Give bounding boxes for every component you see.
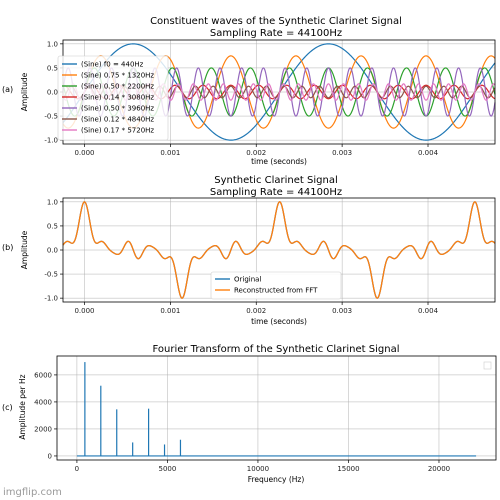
chart-b-series bbox=[62, 201, 496, 299]
chart-c-xlabel: Frequency (Hz) bbox=[248, 475, 305, 484]
chart-a-legend-label: (Sine) 0.12 * 4840Hz bbox=[81, 116, 154, 124]
chart-c-xtick-label: 10000 bbox=[247, 465, 269, 473]
chart-a-legend-label: (Sine) 0.50 * 3960Hz bbox=[81, 105, 154, 113]
chart-b-series-reconstructed bbox=[62, 201, 496, 299]
chart-b: Synthetic Clarinet Signal Sampling Rate … bbox=[2, 175, 496, 326]
chart-a-xtick-label: 0.003 bbox=[332, 149, 352, 157]
chart-b-yticks: 1.0 0.5 0.0 -0.5 -1.0 bbox=[44, 198, 63, 303]
chart-a-ylabel: Amplitude bbox=[20, 72, 29, 111]
chart-b-xticks: 0.000 0.001 0.002 0.003 0.004 bbox=[74, 302, 439, 315]
chart-b-legend-label: Reconstructed from FFT bbox=[234, 287, 318, 295]
chart-c-ytick-label: 4000 bbox=[34, 398, 52, 406]
chart-c-xtick-label: 5000 bbox=[159, 465, 177, 473]
chart-b-xtick-label: 0.002 bbox=[246, 307, 266, 315]
chart-a-xticks: 0.000 0.001 0.002 0.003 0.004 bbox=[74, 144, 439, 157]
chart-a-xlabel: time (seconds) bbox=[251, 157, 307, 166]
chart-c-grid bbox=[57, 356, 496, 460]
chart-b-ytick-label: -0.5 bbox=[44, 271, 58, 279]
chart-c-xticks: 0 5000 10000 15000 20000 bbox=[75, 460, 450, 473]
chart-a-xtick-label: 0.002 bbox=[246, 149, 266, 157]
chart-a-panel-label: (a) bbox=[2, 85, 13, 94]
chart-b-xtick-label: 0.001 bbox=[160, 307, 180, 315]
chart-b-title: Synthetic Clarinet Signal bbox=[214, 175, 337, 186]
chart-b-panel-label: (b) bbox=[2, 243, 13, 252]
chart-c-ylabel: Amplitude per Hz bbox=[18, 374, 27, 439]
chart-a-xtick-label: 0.001 bbox=[160, 149, 180, 157]
chart-c-ytick-label: 2000 bbox=[34, 425, 52, 433]
chart-a-ytick-label: 0.0 bbox=[47, 89, 58, 97]
chart-b-subtitle: Sampling Rate = 44100Hz bbox=[210, 187, 342, 198]
chart-a-legend-label: (Sine) 0.75 * 1320Hz bbox=[81, 72, 154, 80]
chart-b-xlabel: time (seconds) bbox=[251, 317, 307, 326]
chart-b-ytick-label: 0.5 bbox=[47, 222, 58, 230]
chart-b-legend-box bbox=[210, 271, 342, 300]
chart-a-legend-box bbox=[57, 55, 169, 141]
chart-a-ytick-label: -1.0 bbox=[44, 137, 58, 145]
chart-c-xtick-label: 0 bbox=[75, 465, 79, 473]
chart-c-frame bbox=[56, 355, 497, 461]
chart-b-ytick-label: 1.0 bbox=[47, 198, 58, 206]
chart-c-panel-label: (c) bbox=[2, 403, 13, 412]
chart-b-legend-label: Original bbox=[234, 276, 261, 284]
chart-a-title: Constituent waves of the Synthetic Clari… bbox=[150, 16, 402, 27]
chart-c-series bbox=[76, 362, 477, 457]
chart-a-ytick-label: 0.5 bbox=[47, 64, 58, 72]
chart-a-ytick-label: -0.5 bbox=[44, 113, 58, 121]
chart-a-legend-label: (Sine) 0.17 * 5720Hz bbox=[81, 127, 154, 135]
chart-c-legend-box bbox=[483, 361, 492, 370]
chart-b-ytick-label: 0.0 bbox=[47, 247, 58, 255]
chart-c-title: Fourier Transform of the Synthetic Clari… bbox=[153, 344, 400, 355]
chart-a: Constituent waves of the Synthetic Clari… bbox=[2, 16, 496, 166]
chart-a-legend: (Sine) f0 = 440Hz (Sine) 0.75 * 1320Hz (Si… bbox=[57, 55, 169, 141]
chart-c-xtick-label: 20000 bbox=[428, 465, 450, 473]
chart-a-legend-label: (Sine) 0.14 * 3080Hz bbox=[81, 94, 154, 102]
chart-b-legend: Original Reconstructed from FFT bbox=[210, 271, 342, 300]
chart-b-ytick-label: -1.0 bbox=[44, 295, 58, 303]
chart-c-xtick-label: 15000 bbox=[337, 465, 359, 473]
chart-b-xtick-label: 0.000 bbox=[74, 307, 94, 315]
chart-c-yticks: 6000 4000 2000 0 bbox=[34, 371, 57, 460]
chart-b-ylabel: Amplitude bbox=[20, 230, 29, 269]
chart-a-subtitle: Sampling Rate = 44100Hz bbox=[210, 28, 342, 39]
chart-a-ytick-label: 1.0 bbox=[47, 40, 58, 48]
chart-a-legend-label: (Sine) 0.50 * 2200Hz bbox=[81, 83, 154, 91]
chart-c-ytick-label: 0 bbox=[48, 452, 52, 460]
watermark: imgflip.com bbox=[3, 487, 62, 498]
chart-c: Fourier Transform of the Synthetic Clari… bbox=[2, 344, 497, 484]
chart-a-xtick-label: 0.000 bbox=[74, 149, 94, 157]
chart-b-xtick-label: 0.003 bbox=[332, 307, 352, 315]
chart-a-xtick-label: 0.004 bbox=[418, 149, 439, 157]
chart-b-xtick-label: 0.004 bbox=[418, 307, 439, 315]
chart-a-legend-label: (Sine) f0 = 440Hz bbox=[81, 61, 144, 69]
chart-c-ytick-label: 6000 bbox=[34, 371, 52, 379]
